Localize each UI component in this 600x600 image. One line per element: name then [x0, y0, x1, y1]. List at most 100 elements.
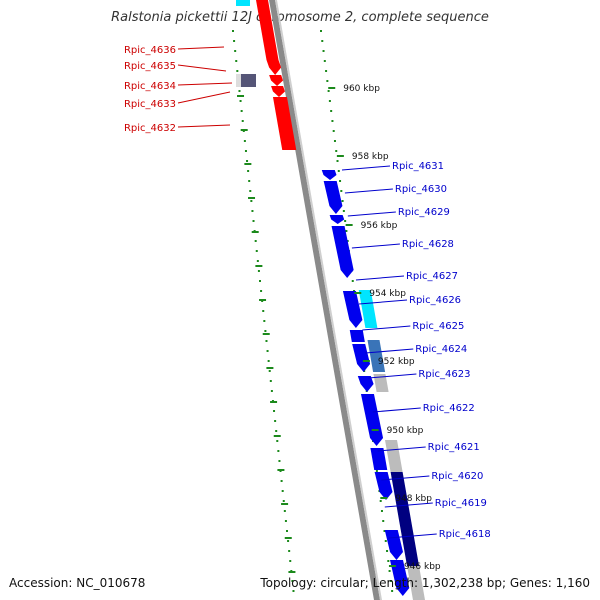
gene-label-rpic_4629[interactable]: Rpic_4629: [398, 207, 450, 218]
guide-dot: [262, 310, 265, 312]
gene-label-rpic_4627[interactable]: Rpic_4627: [406, 271, 458, 282]
label-leader: [351, 243, 400, 249]
gene-block-grey: [236, 74, 241, 87]
gene-label-rpic_4625[interactable]: Rpic_4625: [412, 321, 464, 332]
guide-dot: [235, 60, 238, 62]
guide-dot: [269, 380, 272, 382]
gene-label-rpic_4635[interactable]: Rpic_4635: [124, 61, 176, 72]
gene-labels[interactable]: Rpic_4636 Rpic_4635 Rpic_4634 Rpic_4633 Rpic…: [124, 45, 491, 540]
guide-dot: [251, 210, 254, 212]
guide-dot: [255, 250, 258, 252]
guide-dot: [276, 440, 279, 442]
guide-dot: [266, 350, 269, 352]
gene-label-rpic_4626[interactable]: Rpic_4626: [409, 295, 461, 306]
gene-label-rpic_4620[interactable]: Rpic_4620: [431, 471, 483, 482]
gene-label-rpic_4628[interactable]: Rpic_4628: [402, 239, 454, 250]
guide-dot: [236, 70, 239, 72]
label-leader: [177, 124, 231, 128]
guide-dot: [240, 110, 243, 112]
guide-dot: [263, 320, 266, 322]
guide-dot: [257, 270, 260, 272]
label-leader: [365, 348, 414, 354]
gene-label-rpic_4634[interactable]: Rpic_4634: [124, 81, 176, 92]
gene-label-rpic_4631[interactable]: Rpic_4631: [392, 161, 444, 172]
label-leader: [341, 165, 391, 171]
backbone-bar: [269, 0, 380, 600]
guide-dot: [332, 130, 335, 132]
label-leader: [177, 91, 231, 104]
label-leader: [372, 407, 421, 413]
guide-dash: [262, 333, 270, 335]
gene-label-rpic_4636[interactable]: Rpic_4636: [124, 45, 176, 56]
summary-text: Topology: circular; Length: 1,302,238 bp…: [260, 576, 590, 590]
scale-label: 954 kbp: [369, 289, 406, 299]
scale-tick: [362, 360, 370, 362]
gene-block-blue: [390, 560, 410, 596]
guide-dot: [256, 260, 259, 262]
guide-dash: [273, 435, 281, 437]
guide-dot: [326, 80, 329, 82]
gene-block-cyan: [236, 0, 250, 6]
accession-text: Accession: NC_010678: [9, 576, 146, 590]
guide-dot: [321, 40, 324, 42]
guide-dot: [252, 220, 255, 222]
scale-label: 958 kbp: [352, 152, 389, 162]
guide-dot: [330, 110, 333, 112]
guide-dot: [243, 140, 246, 142]
guide-dot: [342, 210, 345, 212]
guide-dash: [240, 129, 248, 131]
guide-dot: [322, 50, 325, 52]
guide-dot: [291, 580, 294, 582]
guide-dot: [232, 30, 234, 32]
gene-label-rpic_4624[interactable]: Rpic_4624: [415, 344, 467, 355]
gene-block-red: [269, 75, 284, 86]
guide-dot: [277, 450, 280, 452]
gene-label-rpic_4633[interactable]: Rpic_4633: [124, 99, 176, 110]
gene-block-red: [272, 97, 297, 150]
label-leader: [377, 446, 426, 452]
guide-dot: [391, 590, 394, 592]
label-leader: [358, 299, 408, 305]
guide-dot: [259, 280, 261, 282]
guide-dot: [260, 290, 263, 292]
guide-dot: [335, 150, 338, 152]
guide-dot: [375, 470, 378, 472]
gene-label-rpic_4632[interactable]: Rpic_4632: [124, 123, 176, 134]
guide-dot: [340, 190, 343, 192]
label-leader: [177, 82, 233, 86]
backbone-shadow: [275, 0, 382, 600]
guide-dot: [250, 200, 253, 202]
guide-dot: [244, 150, 247, 152]
guide-dash: [266, 367, 274, 369]
scale-label: 952 kbp: [378, 357, 415, 367]
guide-dot: [336, 160, 339, 162]
guide-dot: [339, 180, 342, 182]
guide-dot: [379, 500, 382, 502]
guide-dot: [288, 550, 291, 552]
gene-label-rpic_4630[interactable]: Rpic_4630: [395, 184, 447, 195]
guide-dot: [289, 560, 292, 562]
gene-block-darkblue: [395, 500, 414, 532]
gene-label-rpic_4618[interactable]: Rpic_4618: [439, 529, 491, 540]
guide-dot: [247, 170, 250, 172]
gene-label-rpic_4622[interactable]: Rpic_4622: [423, 403, 475, 414]
gene-label-rpic_4623[interactable]: Rpic_4623: [418, 369, 470, 380]
gene-label-rpic_4621[interactable]: Rpic_4621: [428, 442, 480, 453]
guide-dot: [384, 540, 387, 542]
gene-label-rpic_4619[interactable]: Rpic_4619: [435, 498, 487, 509]
label-leader: [381, 475, 430, 481]
gene-block-red: [266, 60, 282, 75]
scale-label: 950 kbp: [387, 426, 424, 436]
guide-dot: [233, 40, 236, 42]
guide-dot: [387, 560, 390, 562]
gene-block-blue: [321, 170, 337, 180]
guide-dot: [337, 170, 340, 172]
guide-dot: [386, 550, 389, 552]
guide-dot: [248, 180, 251, 182]
guide-dot: [380, 510, 383, 512]
label-leader: [347, 211, 396, 217]
guide-dot: [275, 430, 278, 432]
guide-dot: [341, 200, 344, 202]
guide-dash: [270, 401, 278, 403]
